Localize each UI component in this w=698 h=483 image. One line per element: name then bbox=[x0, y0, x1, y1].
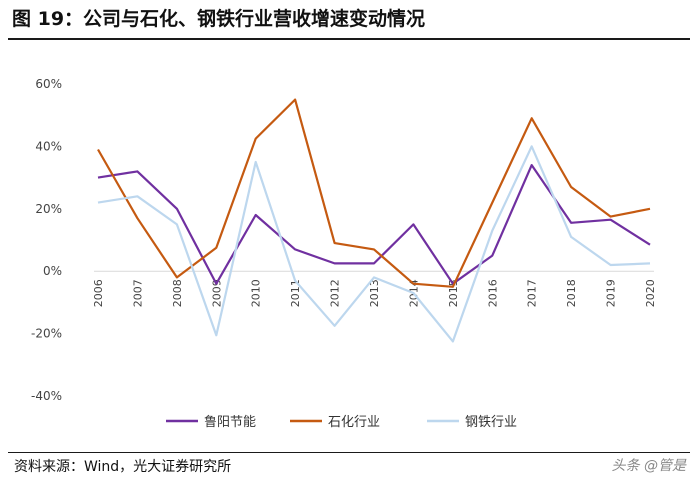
legend-label: 鲁阳节能 bbox=[204, 415, 256, 430]
axis-layer: 60% 40% 20% 0% -20% -40% 2006 2007 2008 2009 2010 2… bbox=[31, 77, 657, 403]
y-tick-label: 0% bbox=[43, 264, 62, 278]
x-tick-label: 2012 bbox=[329, 279, 342, 307]
legend: 鲁阳节能 石化行业 钢铁行业 bbox=[166, 415, 517, 430]
line-chart: 60% 40% 20% 0% -20% -40% 2006 2007 2008 2009 2010 2… bbox=[31, 77, 657, 430]
x-tick-label: 2011 bbox=[289, 279, 302, 307]
series-line-钢铁行业 bbox=[97, 145, 651, 343]
x-tick-label: 2020 bbox=[644, 279, 657, 307]
series-line-鲁阳节能 bbox=[97, 164, 651, 285]
legend-label: 钢铁行业 bbox=[465, 415, 517, 430]
legend-label: 石化行业 bbox=[328, 415, 380, 430]
y-tick-label: 60% bbox=[35, 77, 62, 91]
x-tick-label: 2017 bbox=[526, 279, 539, 307]
y-tick-label: -40% bbox=[31, 389, 62, 403]
x-tick-label: 2019 bbox=[605, 279, 618, 307]
series-layer bbox=[97, 98, 651, 343]
x-tick-label: 2010 bbox=[250, 279, 263, 307]
x-tick-label: 2006 bbox=[92, 279, 105, 307]
y-tick-label: -20% bbox=[31, 327, 62, 341]
x-tick-label: 2007 bbox=[131, 279, 144, 307]
series-line-石化行业 bbox=[97, 98, 651, 288]
x-tick-label: 2008 bbox=[171, 279, 184, 307]
x-tick-label: 2009 bbox=[210, 279, 223, 307]
x-tick-label: 2013 bbox=[368, 279, 381, 307]
source-rule bbox=[8, 452, 690, 453]
y-tick-label: 20% bbox=[35, 202, 62, 216]
source-note: 资料来源：Wind，光大证券研究所 bbox=[14, 459, 232, 475]
x-tick-label: 2016 bbox=[486, 279, 499, 307]
y-tick-label: 40% bbox=[35, 139, 62, 153]
figure-title: 图 19：公司与石化、钢铁行业营收增速变动情况 bbox=[12, 8, 426, 30]
title-rule bbox=[8, 38, 690, 40]
x-tick-label: 2018 bbox=[565, 279, 578, 307]
watermark: 头条 @管是 bbox=[611, 458, 686, 474]
